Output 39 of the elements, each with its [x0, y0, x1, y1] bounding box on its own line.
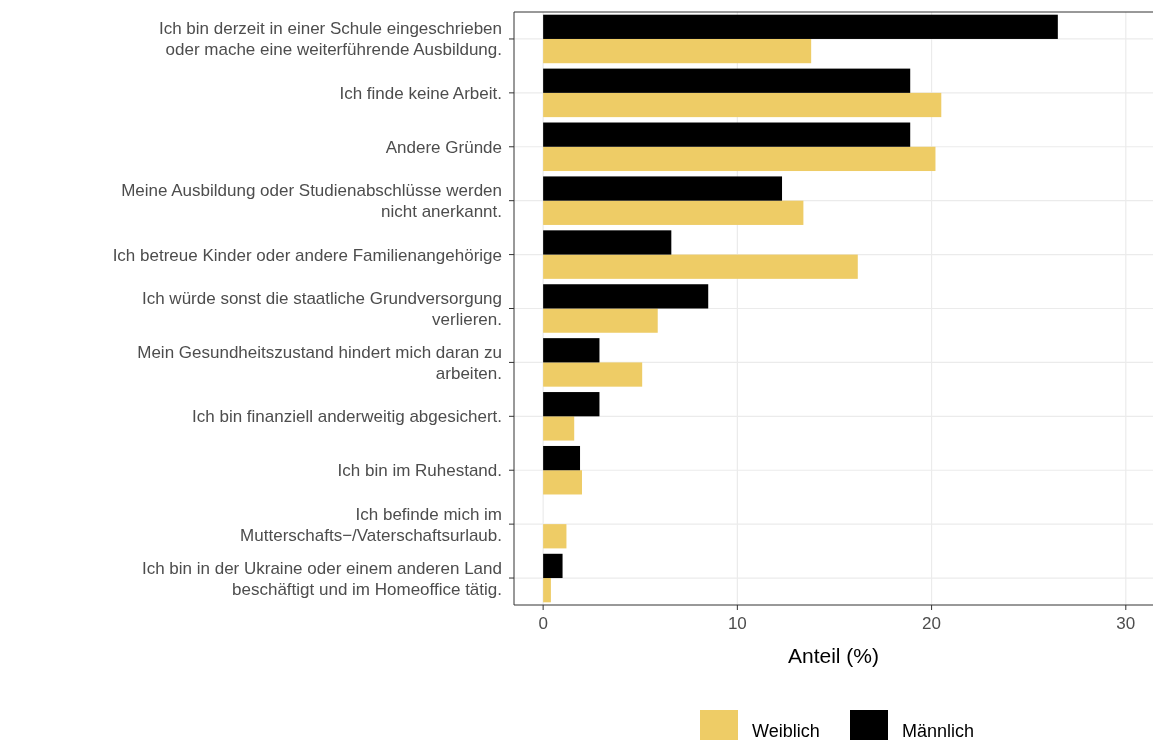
- bar: [543, 38, 812, 64]
- bar: [543, 553, 563, 579]
- bar: [543, 122, 911, 147]
- bar: [543, 362, 643, 387]
- x-tick-label: 20: [922, 614, 942, 633]
- legend-label: Männlich: [902, 721, 975, 740]
- legend-label: Weiblich: [752, 721, 820, 740]
- bar: [543, 470, 582, 495]
- y-tick-label: Mein Gesundheitszustand hindert mich daran zu arbeiten.: [137, 342, 502, 383]
- y-tick-label: Ich bin derzeit in einer Schule eingeschrieben oder mache eine weiterführende Ausbildung.: [158, 19, 502, 60]
- bar: [543, 68, 911, 93]
- y-tick-label: Andere Gründe: [385, 137, 502, 157]
- bar: [543, 445, 581, 471]
- x-tick-label: 10: [727, 614, 747, 633]
- y-tick-label: Ich würde sonst die staatliche Grundversorgung verlieren.: [141, 289, 502, 329]
- y-tick-label: Ich finde keine Arbeit.: [339, 83, 502, 103]
- x-axis-title: Anteil (%): [787, 644, 880, 667]
- y-tick-label: Ich betreue Kinder oder andere Familienangehörige: [112, 245, 502, 265]
- bar: [543, 524, 567, 549]
- y-tick-label: Ich bin in der Ukraine oder einem anderen Land beschäftigt und im Homeoffice tätig.: [141, 558, 502, 599]
- bar: [543, 308, 658, 333]
- y-tick-label: Ich bin finanziell anderweitig abgesichert.: [192, 407, 502, 427]
- bar: [543, 200, 804, 225]
- x-tick-label: 30: [1116, 614, 1136, 633]
- bar: [543, 392, 600, 417]
- bar: [543, 14, 1058, 39]
- bar: [543, 284, 709, 309]
- bar: [543, 146, 936, 172]
- y-tick-label: Ich befinde mich im Mutterschafts−/Vaterschaftsurlaub.: [240, 504, 502, 545]
- x-tick-label: 0: [538, 614, 548, 633]
- y-tick-label: Meine Ausbildung oder Studienabschlüsse werden nicht anerkannt.: [121, 181, 502, 222]
- bar: [543, 578, 551, 603]
- bar: [543, 338, 600, 363]
- bar: [543, 176, 783, 201]
- y-tick-label: Ich bin im Ruhestand.: [337, 461, 502, 481]
- bar: [543, 254, 858, 279]
- bar: [543, 230, 672, 255]
- bar: [543, 416, 575, 441]
- bar: [543, 92, 942, 118]
